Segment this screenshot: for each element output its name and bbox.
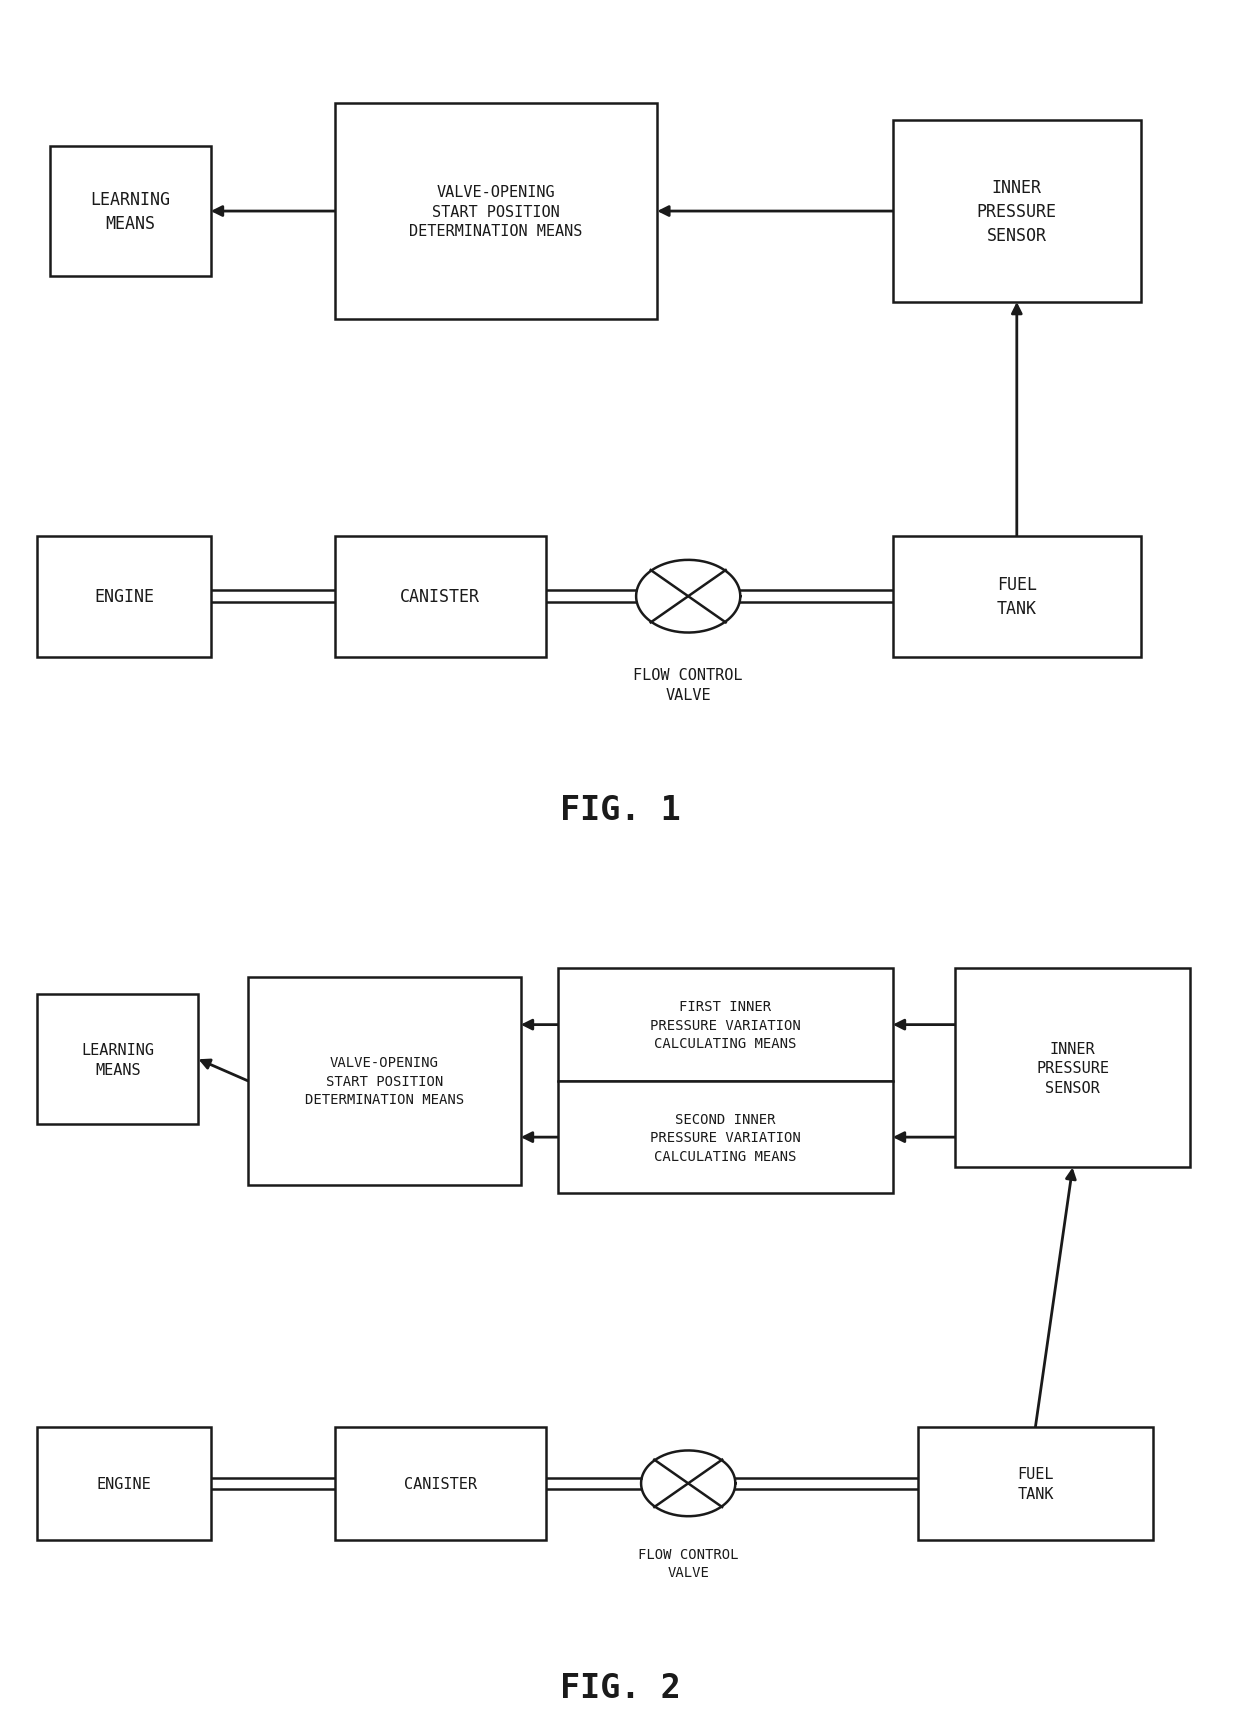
Text: INNER
PRESSURE
SENSOR: INNER PRESSURE SENSOR <box>977 180 1056 244</box>
Text: FUEL
TANK: FUEL TANK <box>1017 1465 1054 1502</box>
Text: FIG. 2: FIG. 2 <box>559 1671 681 1704</box>
Text: FIRST INNER
PRESSURE VARIATION
CALCULATING MEANS: FIRST INNER PRESSURE VARIATION CALCULATI… <box>650 1000 801 1050</box>
Bar <box>37 1427 211 1540</box>
Bar <box>558 1081 893 1194</box>
Text: CANISTER: CANISTER <box>401 588 480 606</box>
Text: FUEL
TANK: FUEL TANK <box>997 576 1037 618</box>
Text: FLOW CONTROL
VALVE: FLOW CONTROL VALVE <box>637 1547 739 1579</box>
Bar <box>335 536 546 657</box>
Bar <box>248 977 521 1185</box>
Text: INNER
PRESSURE
SENSOR: INNER PRESSURE SENSOR <box>1037 1041 1109 1095</box>
Text: LEARNING
MEANS: LEARNING MEANS <box>82 1041 154 1078</box>
Bar <box>50 147 211 277</box>
Text: LEARNING
MEANS: LEARNING MEANS <box>91 190 170 234</box>
Text: VALVE-OPENING
START POSITION
DETERMINATION MEANS: VALVE-OPENING START POSITION DETERMINATI… <box>305 1055 464 1107</box>
Bar <box>893 536 1141 657</box>
Bar <box>335 1427 546 1540</box>
Bar <box>558 969 893 1081</box>
Text: FIG. 1: FIG. 1 <box>559 792 681 827</box>
Bar <box>893 121 1141 303</box>
Text: ENGINE: ENGINE <box>97 1476 151 1491</box>
Bar <box>955 969 1190 1168</box>
Text: SECOND INNER
PRESSURE VARIATION
CALCULATING MEANS: SECOND INNER PRESSURE VARIATION CALCULAT… <box>650 1112 801 1163</box>
Text: FLOW CONTROL
VALVE: FLOW CONTROL VALVE <box>634 668 743 702</box>
Bar <box>37 536 211 657</box>
Bar <box>918 1427 1153 1540</box>
Bar <box>37 995 198 1124</box>
Text: ENGINE: ENGINE <box>94 588 154 606</box>
Text: CANISTER: CANISTER <box>404 1476 476 1491</box>
Bar <box>335 104 657 320</box>
Text: VALVE-OPENING
START POSITION
DETERMINATION MEANS: VALVE-OPENING START POSITION DETERMINATI… <box>409 185 583 239</box>
